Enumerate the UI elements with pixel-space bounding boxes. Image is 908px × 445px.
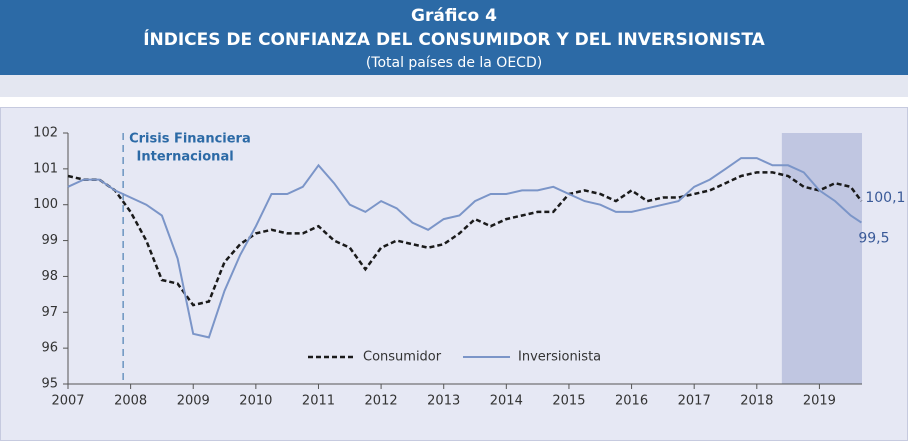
x-tick-label: 2008 [114, 394, 147, 409]
x-tick-label: 2007 [51, 394, 84, 409]
shaded-region [781, 133, 862, 384]
legend-label: Inversionista [518, 350, 601, 365]
y-tick-label: 99 [41, 233, 58, 248]
header [0, 0, 908, 75]
x-tick-label: 2011 [302, 394, 335, 409]
x-tick-label: 2017 [678, 394, 711, 409]
x-tick-label: 2010 [239, 394, 272, 409]
x-tick-label: 2012 [365, 394, 398, 409]
legend-label: Consumidor [363, 350, 442, 365]
y-tick-label: 96 [41, 341, 58, 356]
chart-subtitle: ÍNDICES DE CONFIANZA DEL CONSUMIDOR Y DE… [143, 28, 765, 50]
x-tick-label: 2019 [803, 394, 836, 409]
end-label: 99,5 [858, 231, 889, 247]
chart-caption: (Total países de la OECD) [366, 55, 542, 71]
end-label: 100,1 [865, 190, 905, 206]
annotation-text: Internacional [137, 150, 234, 165]
y-tick-label: 102 [33, 126, 58, 141]
x-tick-label: 2013 [427, 394, 460, 409]
x-tick-label: 2018 [740, 394, 773, 409]
header-band [0, 75, 908, 97]
x-tick-label: 2014 [490, 394, 523, 409]
y-tick-label: 100 [33, 197, 58, 212]
x-tick-label: 2009 [177, 394, 210, 409]
chart-title: Gráfico 4 [411, 6, 497, 26]
y-tick-label: 101 [33, 161, 58, 176]
annotation-text: Crisis Financiera [129, 132, 251, 147]
x-tick-label: 2015 [552, 394, 585, 409]
x-tick-label: 2016 [615, 394, 648, 409]
y-tick-label: 95 [41, 377, 58, 392]
series-line [67, 157, 862, 339]
y-tick-label: 98 [41, 269, 58, 284]
series-line [67, 171, 863, 307]
y-tick-label: 97 [41, 305, 58, 320]
